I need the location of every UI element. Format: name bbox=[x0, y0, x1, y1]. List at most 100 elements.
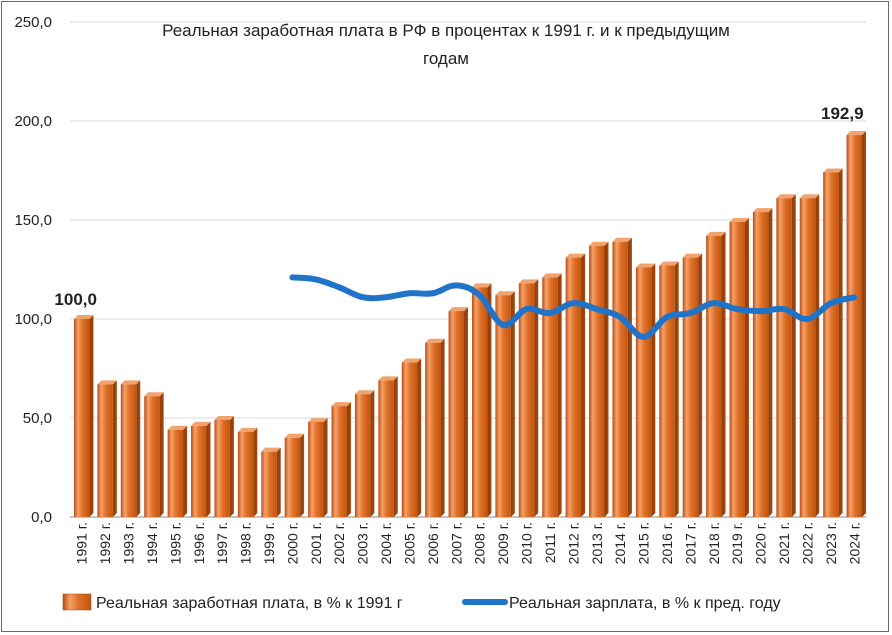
bar-top bbox=[120, 380, 141, 385]
bar-side bbox=[440, 338, 445, 517]
bar-top bbox=[565, 253, 586, 258]
x-tick-label: 1994 г. bbox=[144, 522, 160, 564]
bar-front bbox=[167, 429, 184, 517]
bar-side bbox=[744, 217, 749, 518]
bar bbox=[144, 392, 164, 517]
bar-side bbox=[557, 273, 562, 517]
x-tick-label: 2010 г. bbox=[519, 522, 535, 564]
y-tick-label: 50,0 bbox=[23, 410, 52, 427]
bar-front bbox=[542, 277, 558, 517]
x-tick-label: 2023 г. bbox=[823, 522, 839, 564]
bar-front bbox=[214, 419, 230, 517]
x-tick-label: 2015 г. bbox=[636, 522, 652, 564]
x-tick-label: 2012 г. bbox=[565, 522, 581, 564]
bar-top bbox=[706, 231, 726, 236]
bar bbox=[97, 380, 117, 517]
bar-top bbox=[261, 447, 281, 452]
bar-front bbox=[706, 235, 722, 517]
bar-front bbox=[799, 198, 816, 517]
y-tick-label: 100,0 bbox=[14, 311, 52, 328]
x-tick-label: 2009 г. bbox=[495, 522, 511, 564]
x-tick-label: 1996 г. bbox=[191, 522, 207, 564]
bar-top bbox=[823, 168, 843, 173]
bar-top bbox=[167, 425, 188, 430]
bar-front bbox=[518, 283, 535, 517]
bar-front bbox=[144, 396, 160, 517]
bar-front bbox=[589, 245, 605, 518]
bar-side bbox=[791, 194, 796, 517]
x-tick-label: 2013 г. bbox=[589, 522, 605, 564]
x-tick-label: 2005 г. bbox=[401, 522, 417, 564]
x-tick-label: 2008 г. bbox=[472, 522, 488, 564]
data-labels: 100,0 192,9 bbox=[54, 104, 863, 309]
x-tick-label: 2019 г. bbox=[729, 522, 745, 564]
bar-top bbox=[542, 273, 562, 278]
bar-side bbox=[183, 425, 188, 517]
bar-side bbox=[300, 433, 305, 517]
chart-title-line1: Реальная заработная плата в РФ в процент… bbox=[162, 21, 730, 40]
bar bbox=[682, 253, 703, 517]
legend-bar-swatch bbox=[62, 593, 92, 611]
x-tick-label: 2016 г. bbox=[659, 522, 675, 564]
bar bbox=[237, 427, 258, 517]
legend-bar-label: Реальная заработная плата, в % к 1991 г bbox=[96, 595, 403, 612]
bar-front bbox=[729, 221, 745, 518]
x-tick-label: 2017 г. bbox=[682, 522, 698, 564]
bar-side bbox=[534, 279, 539, 517]
bar-front bbox=[331, 406, 347, 517]
x-tick-label: 1992 г. bbox=[97, 522, 113, 564]
x-axis-ticks: 1991 г. 1992 г. 1993 г. 1994 г. 1995 г. 1996 … bbox=[74, 522, 863, 564]
y-tick-label: 200,0 bbox=[14, 113, 52, 130]
legend-line-label: Реальная зарплата, в % к пред. году bbox=[509, 595, 781, 612]
x-tick-label: 1999 г. bbox=[261, 522, 277, 564]
bar-side bbox=[417, 358, 422, 517]
bar-side bbox=[604, 241, 609, 518]
bar-front bbox=[471, 287, 488, 517]
bar-top bbox=[659, 261, 679, 266]
bar bbox=[518, 279, 539, 517]
bar-front bbox=[425, 342, 441, 517]
bar-top bbox=[144, 392, 164, 397]
bar-top bbox=[729, 217, 749, 222]
bar-side bbox=[159, 392, 164, 517]
bar-side bbox=[627, 237, 632, 517]
bar bbox=[612, 237, 632, 517]
bar bbox=[191, 421, 211, 517]
x-tick-label: 2024 г. bbox=[846, 522, 862, 564]
bar-side bbox=[674, 261, 679, 517]
bar-top bbox=[589, 241, 609, 246]
x-tick-label: 2014 г. bbox=[612, 522, 628, 564]
bar bbox=[120, 380, 141, 517]
bar-front bbox=[237, 431, 254, 517]
bar-side bbox=[89, 315, 94, 517]
y-tick-label: 150,0 bbox=[14, 212, 52, 229]
x-tick-label: 2018 г. bbox=[706, 522, 722, 564]
x-tick-label: 2021 г. bbox=[776, 522, 792, 564]
line-series bbox=[289, 274, 858, 340]
bar-side bbox=[464, 307, 469, 517]
bar-side bbox=[253, 427, 258, 517]
bar-side bbox=[206, 421, 211, 517]
bar-front bbox=[659, 265, 675, 517]
bar bbox=[799, 194, 820, 517]
bar-top bbox=[682, 253, 703, 258]
bar-top bbox=[378, 376, 398, 381]
x-tick-label: 2004 г. bbox=[378, 522, 394, 564]
bar-front bbox=[635, 267, 652, 517]
bar bbox=[495, 291, 515, 517]
bar bbox=[261, 447, 281, 517]
bar bbox=[589, 241, 609, 518]
bar-top bbox=[191, 421, 211, 426]
bar-top bbox=[448, 307, 469, 312]
bar-front bbox=[612, 241, 628, 517]
bar bbox=[471, 283, 492, 517]
bar bbox=[706, 231, 726, 517]
bar-top bbox=[354, 390, 375, 395]
bar-top bbox=[214, 415, 234, 420]
bar bbox=[635, 263, 656, 517]
bar-front bbox=[495, 295, 511, 517]
bar-top bbox=[518, 279, 539, 284]
bar-top bbox=[401, 358, 422, 363]
bar bbox=[401, 358, 422, 517]
